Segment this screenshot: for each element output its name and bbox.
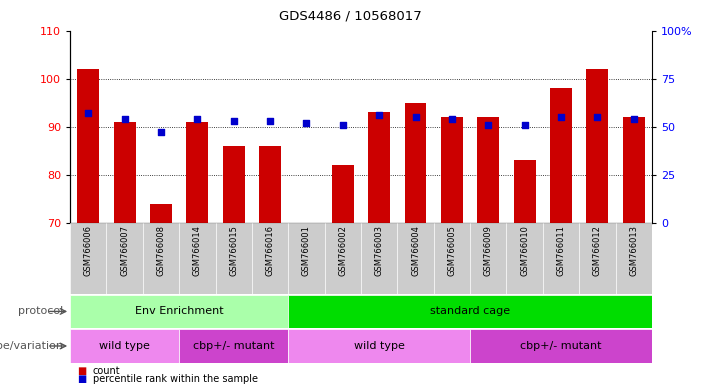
Text: standard cage: standard cage — [430, 306, 510, 316]
Text: percentile rank within the sample: percentile rank within the sample — [93, 374, 257, 384]
Text: GSM766006: GSM766006 — [84, 225, 93, 276]
Point — [156, 129, 167, 136]
Bar — [114, 122, 135, 223]
Bar — [506, 223, 543, 294]
Bar — [143, 223, 179, 294]
Text: GSM766002: GSM766002 — [339, 225, 347, 276]
Bar — [252, 223, 288, 294]
Bar — [332, 165, 354, 223]
Bar — [150, 204, 172, 223]
Text: GSM766009: GSM766009 — [484, 225, 493, 276]
Bar — [579, 223, 615, 294]
Text: GDS4486 / 10568017: GDS4486 / 10568017 — [279, 10, 422, 23]
Bar — [288, 329, 470, 363]
Point — [301, 120, 312, 126]
Text: GSM766005: GSM766005 — [447, 225, 456, 276]
Text: GSM766013: GSM766013 — [629, 225, 638, 276]
Text: wild type: wild type — [100, 341, 150, 351]
Point — [83, 110, 94, 116]
Bar — [325, 223, 361, 294]
Bar — [470, 329, 652, 363]
Bar — [186, 122, 208, 223]
Text: GSM766015: GSM766015 — [229, 225, 238, 276]
Text: GSM766012: GSM766012 — [593, 225, 602, 276]
Point — [555, 114, 566, 120]
Bar — [368, 112, 390, 223]
Bar — [70, 329, 179, 363]
Bar — [477, 117, 499, 223]
Bar — [77, 69, 100, 223]
Text: ■: ■ — [77, 374, 86, 384]
Point — [592, 114, 603, 120]
Text: wild type: wild type — [354, 341, 404, 351]
Text: cbp+/- mutant: cbp+/- mutant — [520, 341, 601, 351]
Bar — [550, 88, 572, 223]
Bar — [615, 223, 652, 294]
Text: GSM766001: GSM766001 — [302, 225, 311, 276]
Point — [264, 118, 275, 124]
Bar — [216, 223, 252, 294]
Point — [410, 114, 421, 120]
Text: GSM766016: GSM766016 — [266, 225, 275, 276]
Bar — [179, 223, 216, 294]
Bar — [441, 117, 463, 223]
Text: genotype/variation: genotype/variation — [0, 341, 63, 351]
Text: Env Enrichment: Env Enrichment — [135, 306, 224, 316]
Text: GSM766008: GSM766008 — [156, 225, 165, 276]
Point — [228, 118, 239, 124]
Bar — [288, 223, 325, 294]
Point — [628, 116, 639, 122]
Point — [119, 116, 130, 122]
Text: GSM766003: GSM766003 — [375, 225, 383, 276]
Bar — [107, 223, 143, 294]
Text: ■: ■ — [77, 366, 86, 376]
Bar — [622, 117, 645, 223]
Text: GSM766014: GSM766014 — [193, 225, 202, 276]
Point — [519, 122, 530, 128]
Bar — [361, 223, 397, 294]
Bar — [434, 223, 470, 294]
Bar — [543, 223, 579, 294]
Bar — [70, 295, 288, 328]
Bar — [259, 146, 281, 223]
Text: GSM766007: GSM766007 — [120, 225, 129, 276]
Bar — [404, 103, 426, 223]
Bar — [288, 295, 652, 328]
Bar — [70, 223, 107, 294]
Point — [374, 112, 385, 118]
Point — [337, 122, 348, 128]
Bar — [223, 146, 245, 223]
Bar — [397, 223, 434, 294]
Bar — [470, 223, 506, 294]
Point — [192, 116, 203, 122]
Point — [483, 122, 494, 128]
Text: cbp+/- mutant: cbp+/- mutant — [193, 341, 275, 351]
Point — [447, 116, 458, 122]
Text: GSM766010: GSM766010 — [520, 225, 529, 276]
Bar — [179, 329, 288, 363]
Text: count: count — [93, 366, 120, 376]
Text: GSM766011: GSM766011 — [557, 225, 566, 276]
Text: GSM766004: GSM766004 — [411, 225, 420, 276]
Bar — [514, 160, 536, 223]
Bar — [587, 69, 608, 223]
Text: protocol: protocol — [18, 306, 63, 316]
